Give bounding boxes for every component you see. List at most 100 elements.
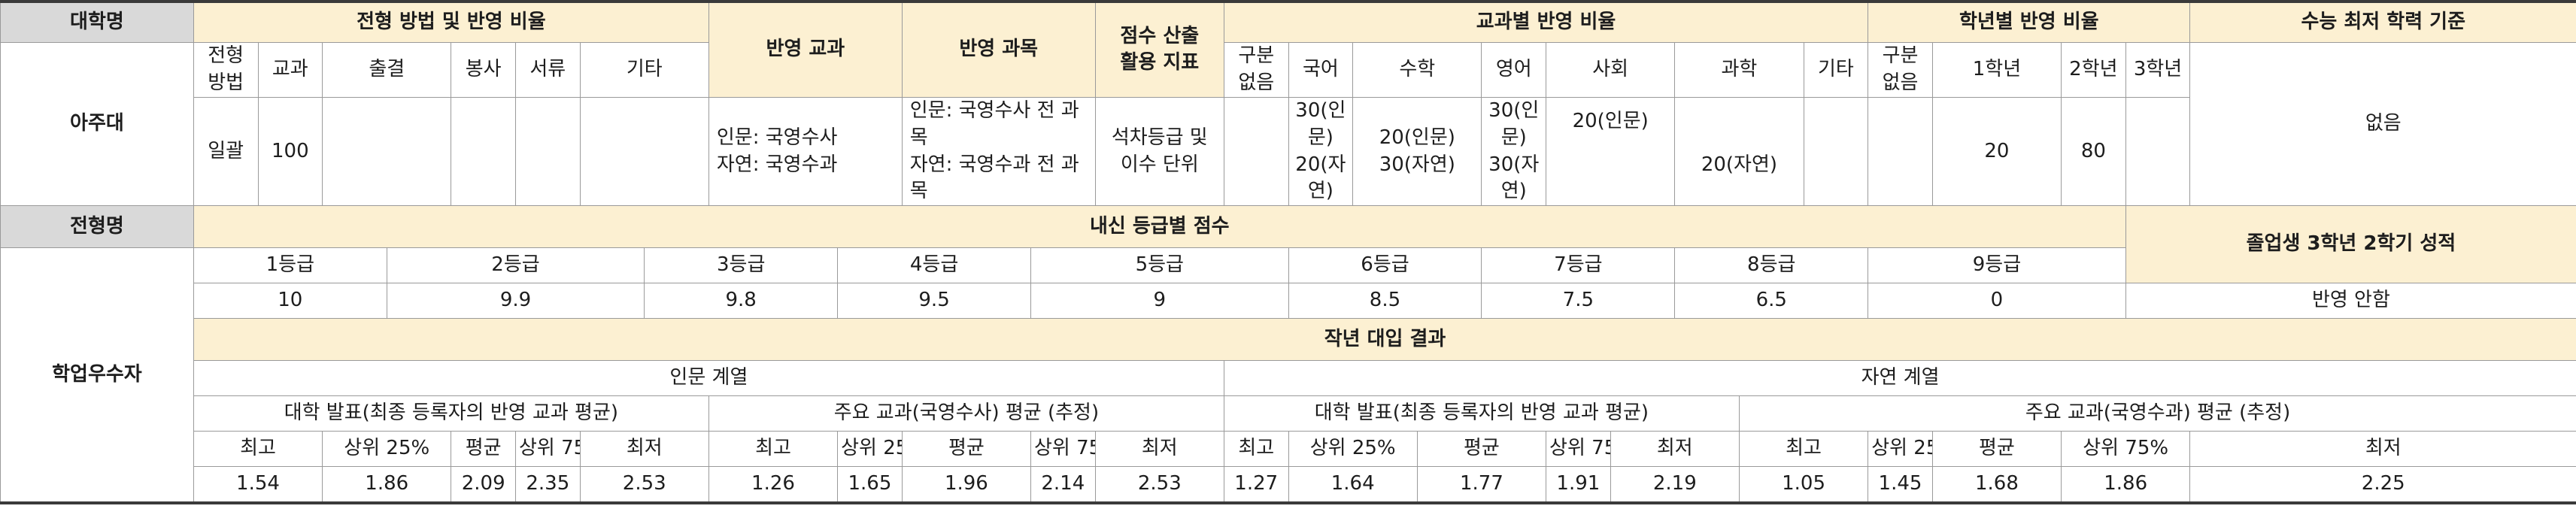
- stat-value: 2.14: [1030, 466, 1096, 504]
- track-row: 인문 계열 자연 계열: [1, 360, 2576, 397]
- group-title: 대학 발표(최종 등록자의 반영 교과 평균): [193, 395, 709, 432]
- method-col-method: 전형 방법: [193, 42, 259, 98]
- stat-header: 평균: [451, 431, 516, 468]
- humanities-label: 인문 계열: [193, 360, 1224, 397]
- stat-header: 상위 75%: [2061, 431, 2191, 468]
- stat-value: 1.45: [1868, 466, 1933, 504]
- grade-point: 0: [1868, 283, 2126, 320]
- subject-value-science: 20(자연): [1674, 96, 1804, 207]
- method-value-documents: [515, 96, 581, 207]
- method-value-other: [579, 96, 709, 207]
- university-name: 아주대: [0, 41, 194, 207]
- stat-header: 상위 75%: [515, 431, 581, 468]
- grade-label: 4등급: [837, 247, 1032, 284]
- stat-header-row: 최고 상위 25% 평균 상위 75% 최저 최고 상위 25% 평균 상위 7…: [1, 431, 2576, 468]
- stat-value: 1.26: [708, 466, 839, 504]
- year-value-3: [2125, 96, 2191, 207]
- grade-point: 8.5: [1288, 283, 1482, 320]
- year-col-1: 1학년: [1931, 42, 2062, 98]
- score-index-value: 석차등급 및 이수 단위: [1094, 96, 1224, 207]
- stat-value: 1.91: [1546, 466, 1611, 504]
- stat-value: 1.68: [1931, 466, 2062, 504]
- university-header: 대학명: [0, 1, 194, 43]
- stat-value: 1.54: [193, 466, 323, 504]
- grade-label: 5등급: [1030, 247, 1289, 284]
- stat-value: 2.19: [1610, 466, 1740, 504]
- stat-header: 상위 75%: [1546, 431, 1611, 468]
- grade-label: 8등급: [1674, 247, 1869, 284]
- reflect-subject-value: 인문: 국영수사 자연: 국영수과: [708, 96, 903, 207]
- stat-value: 1.77: [1416, 466, 1547, 504]
- subject-value-other: [1803, 96, 1869, 207]
- method-col-subject: 교과: [257, 42, 323, 98]
- stat-value: 1.86: [322, 466, 452, 504]
- stat-header: 평균: [901, 431, 1032, 468]
- grade-label: 6등급: [1288, 247, 1482, 284]
- stat-header: 상위 25%: [322, 431, 452, 468]
- stat-header: 평균: [1416, 431, 1547, 468]
- stat-header: 상위 25%: [1288, 431, 1418, 468]
- subject-col-english: 영어: [1481, 42, 1547, 98]
- type-name: 학업우수자: [0, 247, 194, 504]
- method-col-attendance: 출결: [322, 42, 452, 98]
- method-ratio-header: 전형 방법 및 반영 비율: [193, 1, 709, 43]
- graduate-value: 반영 안함: [2125, 283, 2576, 320]
- subject-col-social: 사회: [1546, 42, 1676, 98]
- grade-label: 9등급: [1868, 247, 2126, 284]
- csat-min-value: 없음: [2189, 41, 2576, 207]
- header-row-2: 아주대 전형 방법 교과 출결 봉사 서류 기타 구분 없음 국어 수학 영어 …: [0, 41, 2576, 207]
- subject-col-other: 기타: [1803, 42, 1869, 98]
- grade-point-row: 10 9.9 9.8 9.5 9 8.5 7.5 6.5 0 반영 안함: [1, 283, 2576, 320]
- reflect-subject-header: 반영 교과: [708, 1, 903, 98]
- stat-value: 1.05: [1738, 466, 1869, 504]
- grade-point: 6.5: [1674, 283, 1869, 320]
- type-header: 전형명: [0, 205, 194, 249]
- stat-value-row: 1.54 1.86 2.09 2.35 2.53 1.26 1.65 1.96 …: [1, 466, 2576, 504]
- subject-value-none: [1223, 96, 1289, 207]
- score-index-header: 점수 산출 활용 지표: [1094, 1, 1224, 98]
- group-title: 대학 발표(최종 등록자의 반영 교과 평균): [1223, 395, 1740, 432]
- stat-header: 최고: [1223, 431, 1289, 468]
- stat-value: 1.64: [1288, 466, 1418, 504]
- grade-point: 9.5: [837, 283, 1032, 320]
- method-value-subject: 100: [257, 96, 323, 207]
- stat-value: 1.65: [837, 466, 903, 504]
- subject-value-social: 20(인문): [1546, 96, 1676, 207]
- method-col-documents: 서류: [515, 42, 581, 98]
- stat-value: 2.35: [515, 466, 581, 504]
- year-col-2: 2학년: [2061, 42, 2126, 98]
- stat-header: 최저: [1094, 431, 1224, 468]
- reflect-course-value: 인문: 국영수사 전 과목 자연: 국영수과 전 과목: [901, 96, 1096, 207]
- grade-ratio-header: 학년별 반영 비율: [1868, 1, 2191, 43]
- year-col-3: 3학년: [2125, 42, 2191, 98]
- header-row-1: 대학명 전형 방법 및 반영 비율 반영 교과 반영 과목 점수 산출 활용 지…: [0, 1, 2576, 98]
- reflect-course-header: 반영 과목: [901, 1, 1096, 98]
- method-col-other: 기타: [579, 42, 709, 98]
- last-year-results-header: 작년 대입 결과: [193, 318, 2576, 362]
- stat-header: 상위 25%: [837, 431, 903, 468]
- year-value-none: [1868, 96, 1933, 207]
- stat-header: 최저: [2189, 431, 2576, 468]
- stat-header: 최고: [193, 431, 323, 468]
- results-header-row: 작년 대입 결과: [1, 318, 2576, 362]
- stat-header: 최저: [579, 431, 709, 468]
- stat-value: 1.27: [1223, 466, 1289, 504]
- graduate-header: 졸업생 3학년 2학기 성적: [2125, 205, 2576, 284]
- subject-value-korean: 30(인문) 20(자연): [1288, 96, 1354, 207]
- subject-col-none: 구분 없음: [1223, 42, 1289, 98]
- natural-label: 자연 계열: [1223, 360, 2576, 397]
- stat-value: 2.25: [2189, 466, 2576, 504]
- grade-label: 7등급: [1481, 247, 1676, 284]
- year-value-2: 80: [2061, 96, 2126, 207]
- grade-label: 2등급: [386, 247, 645, 284]
- subject-ratio-header: 교과별 반영 비율: [1223, 1, 1869, 43]
- method-col-volunteer: 봉사: [451, 42, 516, 98]
- stat-header: 최고: [708, 431, 839, 468]
- stat-value: 2.09: [451, 466, 516, 504]
- stat-header: 최저: [1610, 431, 1740, 468]
- stat-value: 2.53: [1094, 466, 1224, 504]
- year-value-1: 20: [1931, 96, 2062, 207]
- admission-table: 대학명 전형 방법 및 반영 비율 반영 교과 반영 과목 점수 산출 활용 지…: [0, 0, 2576, 505]
- grade-point: 9.8: [644, 283, 839, 320]
- grade-label: 1등급: [193, 247, 387, 284]
